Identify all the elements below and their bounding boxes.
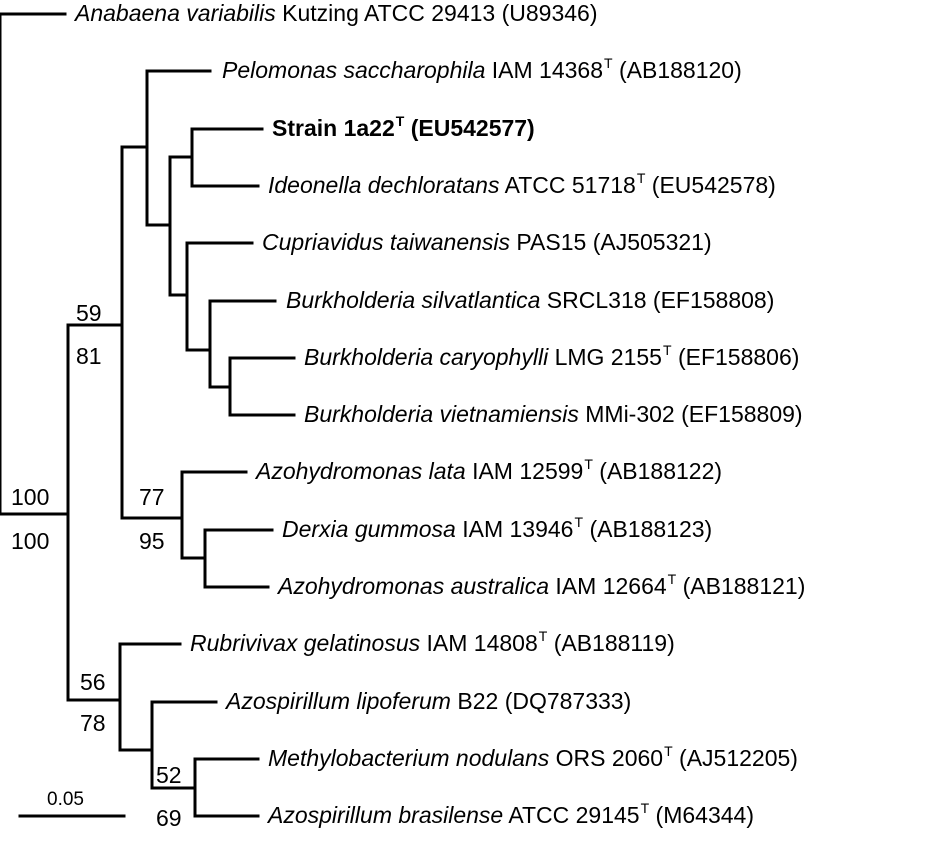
taxon-accession: (EF158806) <box>677 344 800 370</box>
taxon-label-azlipoferum: Azospirillum lipoferum B22 (DQ787333) <box>226 690 631 713</box>
taxon-species-name: Burkholderia caryophylli <box>304 344 549 370</box>
taxon-accession: (EF158809) <box>681 401 803 427</box>
taxon-label-strain1a22: Strain 1a22T (EU542577) <box>272 114 535 141</box>
taxon-strain: Strain 1a22 <box>272 115 395 141</box>
taxon-label-anabaena: Anabaena variabilis Kutzing ATCC 29413 (… <box>75 2 598 25</box>
bootstrap-azohydromonas-top: 77 <box>139 484 165 510</box>
scale-bar-label: 0.05 <box>47 789 84 810</box>
taxon-species-name: Methylobacterium nodulans <box>268 745 550 771</box>
taxon-strain: PAS15 <box>516 229 587 255</box>
taxon-accession: (AJ505321) <box>592 229 712 255</box>
taxon-strain: ORS 2060 <box>555 745 664 771</box>
type-strain-mark: T <box>395 113 405 129</box>
type-strain-mark: T <box>584 456 593 472</box>
taxon-species-name: Azohydromonas australica <box>278 573 550 599</box>
bootstrap-azohydromonas-bottom: 95 <box>139 528 165 554</box>
taxon-accession: (DQ787333) <box>504 688 632 714</box>
taxon-label-methylo: Methylobacterium nodulans ORS 2060T (AJ5… <box>268 744 798 771</box>
type-strain-mark: T <box>667 571 677 587</box>
taxon-strain: ATCC 51718 <box>504 172 636 198</box>
taxon-accession: (AB188121) <box>682 573 806 599</box>
bootstrap-methylobacterium-bottom: 69 <box>156 805 182 831</box>
taxon-label-bcaryophylli: Burkholderia caryophylli LMG 2155T (EF15… <box>304 343 800 370</box>
bootstrap-root-top: 100 <box>11 484 50 510</box>
taxon-strain: MMi-302 <box>585 401 675 427</box>
taxon-label-bsilvatlantica: Burkholderia silvatlantica SRCL318 (EF15… <box>286 289 774 312</box>
type-strain-mark: T <box>574 514 584 530</box>
type-strain-mark: T <box>664 743 673 759</box>
taxon-strain: B22 <box>457 688 499 714</box>
bootstrap-clade-bottom: 81 <box>76 343 102 369</box>
taxon-species-name: Azohydromonas lata <box>256 458 466 484</box>
taxon-label-ideonella: Ideonella dechloratans ATCC 51718T (EU54… <box>268 171 776 198</box>
taxon-accession: (EU542577) <box>410 115 535 141</box>
taxon-accession: (AB188123) <box>589 516 713 542</box>
bootstrap-clade-top: 59 <box>76 300 102 326</box>
taxon-strain: IAM 14368 <box>491 57 604 83</box>
taxon-label-pelomonas: Pelomonas saccharophila IAM 14368T (AB18… <box>222 56 742 83</box>
taxon-species-name: Cupriavidus taiwanensis <box>262 229 511 255</box>
taxon-strain: LMG 2155 <box>554 344 662 370</box>
taxon-accession: (AB188120) <box>618 57 742 83</box>
bootstrap-rubrivivax-top: 56 <box>80 669 106 695</box>
taxon-label-azlata: Azohydromonas lata IAM 12599T (AB188122) <box>256 457 723 484</box>
bootstrap-rubrivivax-bottom: 78 <box>80 710 106 736</box>
type-strain-mark: T <box>538 628 548 644</box>
type-strain-mark: T <box>604 55 613 71</box>
taxon-strain: IAM 14808 <box>426 630 538 656</box>
taxon-label-azbrasilense: Azospirillum brasilense ATCC 29145T (M64… <box>268 801 754 828</box>
taxon-species-name: Rubrivivax gelatinosus <box>190 630 421 656</box>
type-strain-mark: T <box>636 170 646 186</box>
type-strain-mark: T <box>640 800 650 816</box>
taxon-species-name: Anabaena variabilis <box>75 0 276 26</box>
taxon-accession: (EU542578) <box>651 172 776 198</box>
taxon-label-bvietnamiensis: Burkholderia vietnamiensis MMi-302 (EF15… <box>304 403 803 426</box>
taxon-label-cupriavidus: Cupriavidus taiwanensis PAS15 (AJ505321) <box>262 231 712 254</box>
taxon-label-azaustralica: Azohydromonas australica IAM 12664T (AB1… <box>278 572 806 599</box>
taxon-species-name: Ideonella dechloratans <box>268 172 500 198</box>
taxon-species-name: Azospirillum brasilense <box>268 802 504 828</box>
taxon-accession: (EF158808) <box>652 287 775 313</box>
taxon-accession: (AB188122) <box>599 458 723 484</box>
taxon-species-name: Pelomonas saccharophila <box>222 57 486 83</box>
taxon-species-name: Azospirillum lipoferum <box>226 688 451 714</box>
taxon-label-rubrivivax: Rubrivivax gelatinosus IAM 14808T (AB188… <box>190 629 675 656</box>
taxon-strain: IAM 13946 <box>462 516 574 542</box>
taxon-species-name: Derxia gummosa <box>282 516 456 542</box>
taxon-strain: IAM 12599 <box>472 458 584 484</box>
type-strain-mark: T <box>662 342 672 358</box>
taxon-accession: (M64344) <box>655 802 754 828</box>
taxon-strain: IAM 12664 <box>555 573 667 599</box>
taxon-strain: ATCC 29145 <box>508 802 640 828</box>
taxon-strain: SRCL318 <box>546 287 647 313</box>
taxon-accession: (AJ512205) <box>679 745 798 771</box>
taxon-strain: Kutzing ATCC 29413 <box>282 0 496 26</box>
taxon-species-name: Burkholderia vietnamiensis <box>304 401 579 427</box>
taxon-accession: (AB188119) <box>553 630 675 656</box>
taxon-species-name: Burkholderia silvatlantica <box>286 287 541 313</box>
taxon-accession: (U89346) <box>501 0 598 26</box>
taxon-label-derxia: Derxia gummosa IAM 13946T (AB188123) <box>282 515 713 542</box>
bootstrap-root-bottom: 100 <box>11 528 50 554</box>
bootstrap-methylobacterium-top: 52 <box>156 762 182 788</box>
